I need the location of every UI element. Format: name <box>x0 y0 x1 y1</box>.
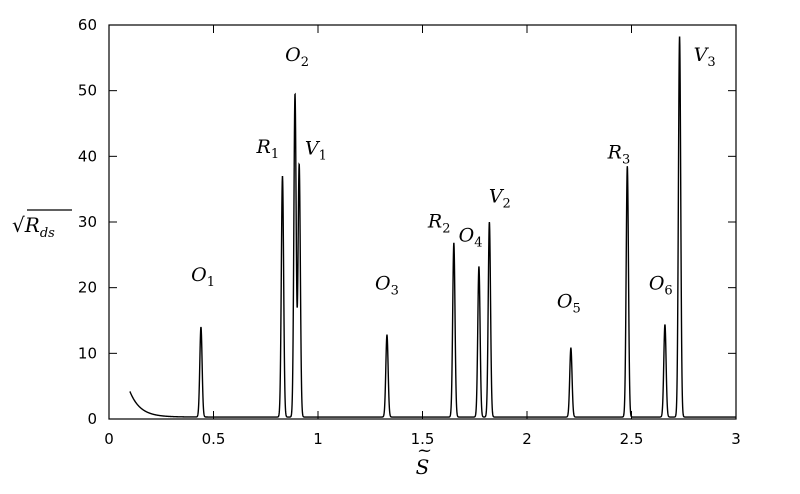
y-tick-label: 10 <box>78 344 97 362</box>
peak-label-o3: O3 <box>375 273 399 299</box>
peak-label-o5: O5 <box>557 290 581 316</box>
x-tick-label: 3 <box>731 430 741 448</box>
y-tick-label: 30 <box>78 213 97 231</box>
x-tick-label: 0.5 <box>202 430 226 448</box>
peak-label-r1: R1 <box>256 136 280 162</box>
peak-label-r2: R2 <box>427 210 451 236</box>
y-tick-label: 0 <box>87 410 97 428</box>
y-axis-label: √Rds <box>12 209 72 241</box>
y-tick-label: 20 <box>78 279 97 297</box>
y-tick-label: 60 <box>78 16 97 34</box>
peak-label-o4: O4 <box>459 225 483 251</box>
series-line <box>129 36 736 418</box>
x-axis-label: S <box>416 455 430 479</box>
peak-label-o6: O6 <box>649 273 673 299</box>
x-tick-label: 0 <box>104 430 114 448</box>
x-tick-label: 2 <box>522 430 532 448</box>
x-tick-label: 2.5 <box>620 430 644 448</box>
peak-label-r3: R3 <box>607 141 631 167</box>
y-tick-label: 50 <box>78 82 97 100</box>
series-layer <box>129 36 736 418</box>
peak-label-o2: O2 <box>285 44 309 70</box>
y-tick-label: 40 <box>78 147 97 165</box>
peak-label-o1: O1 <box>191 264 215 290</box>
y-axis-label-text: √Rds <box>12 213 55 241</box>
x-axis-label-accent: ~ <box>417 440 432 461</box>
plot-frame <box>108 24 737 420</box>
x-tick-label: 1.5 <box>411 430 435 448</box>
peak-label-v2: V2 <box>489 185 511 211</box>
peak-label-v1: V1 <box>305 137 327 163</box>
x-tick-label: 1 <box>313 430 323 448</box>
peak-label-v3: V3 <box>694 44 716 70</box>
